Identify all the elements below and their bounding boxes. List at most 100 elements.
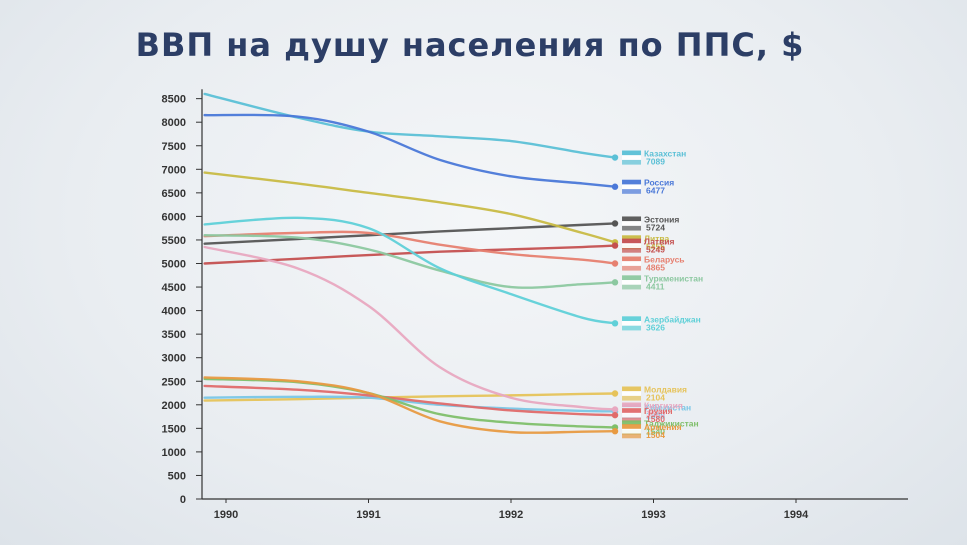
series-label-Армения: Армения	[644, 422, 682, 432]
flag-stripe	[622, 225, 642, 231]
flag-icon	[622, 386, 642, 401]
series-end-point	[611, 183, 619, 190]
series-value-Таджикистан: 1540	[646, 426, 665, 436]
flag-stripe	[622, 433, 642, 439]
y-tick-label: 1000	[162, 447, 186, 459]
series-line-Литва	[203, 171, 617, 244]
series-line-Армения	[203, 376, 617, 434]
flag-stripe	[622, 321, 642, 326]
flag-icon	[622, 238, 642, 253]
flag-stripe	[622, 179, 642, 185]
flag-icon	[622, 275, 642, 290]
series-value-Россия: 6477	[646, 186, 665, 196]
flag-icon	[622, 150, 642, 165]
series-label-Грузия: Грузия	[644, 406, 673, 416]
series-line-Эстония	[203, 222, 617, 245]
series-value-Литва: 5455	[646, 241, 665, 251]
flag-stripe	[622, 412, 642, 418]
series-label-Казахстан: Казахстан	[644, 149, 686, 159]
flag-stripe	[622, 417, 642, 423]
flag-stripe	[622, 184, 642, 190]
flag-stripe	[622, 256, 642, 262]
flag-stripe	[622, 316, 642, 322]
y-tick-label: 500	[168, 470, 186, 482]
flag-icon	[622, 216, 642, 231]
series-value-Узбекистан: 1808	[646, 410, 665, 420]
y-tick-label: 2000	[162, 400, 186, 412]
flag-stripe	[622, 275, 642, 281]
flag-stripe	[622, 159, 642, 165]
y-tick-label: 1500	[162, 423, 186, 435]
series-end-point	[611, 260, 619, 267]
y-tick-label: 2500	[162, 376, 186, 388]
y-tick-label: 4500	[162, 282, 186, 294]
flag-stripe	[622, 280, 642, 285]
series-label-Россия: Россия	[644, 178, 674, 188]
series-end-point	[611, 220, 619, 227]
series-label-Латвия: Латвия	[644, 237, 675, 247]
series-line-Грузия	[203, 384, 617, 417]
flag-stripe	[622, 243, 642, 249]
series-end-point	[611, 427, 619, 435]
flag-stripe	[622, 424, 642, 429]
flag-stripe	[622, 284, 642, 290]
flag-stripe	[622, 189, 642, 194]
series-end-point	[611, 406, 619, 413]
flag-stripe	[622, 395, 642, 401]
flag-icon	[622, 408, 642, 423]
y-tick-label: 0	[180, 494, 186, 506]
x-tick-label: 1992	[499, 509, 523, 521]
series-line-Молдавия	[203, 392, 617, 402]
series-value-Армения: 1504	[646, 430, 665, 440]
series-value-Киргизия: 1625	[646, 409, 665, 419]
flag-icon	[622, 179, 642, 194]
series-label-Таджикистан: Таджикистан	[644, 418, 699, 428]
flag-stripe	[622, 261, 642, 266]
y-tick-label: 6000	[162, 211, 186, 223]
x-tick-label: 1990	[214, 509, 238, 521]
flag-icon	[622, 424, 642, 439]
y-tick-label: 5500	[162, 235, 186, 247]
series-end-point	[611, 242, 619, 249]
chart-title: ВВП на душу населения по ППС, $	[135, 26, 805, 64]
y-tick-label: 7500	[162, 141, 186, 153]
series-line-Киргизия	[203, 245, 617, 411]
series-line-Туркменистан	[203, 234, 617, 289]
x-tick-label: 1991	[356, 509, 380, 521]
series-value-Казахстан: 7089	[646, 157, 665, 167]
y-tick-label: 6500	[162, 188, 186, 200]
series-end-point	[611, 154, 619, 161]
flag-stripe	[622, 265, 642, 271]
series-label-Литва: Литва	[644, 233, 669, 243]
series-line-Беларусь	[203, 230, 617, 265]
flag-stripe	[622, 235, 642, 241]
series-line-Латвия	[203, 244, 617, 265]
series-value-Беларусь: 4865	[646, 263, 665, 273]
series-line-Азербайджан	[203, 216, 617, 325]
y-tick-label: 8000	[162, 117, 186, 129]
y-tick-label: 7000	[162, 164, 186, 176]
y-tick-label: 5000	[162, 259, 186, 271]
flag-stripe	[622, 402, 642, 408]
series-value-Азербайджан: 3626	[646, 322, 665, 332]
flag-stripe	[622, 386, 642, 392]
flag-stripe	[622, 155, 642, 160]
flag-stripe	[622, 391, 642, 396]
series-label-Туркменистан: Туркменистан	[644, 273, 703, 283]
series-value-Молдавия: 2104	[646, 392, 665, 402]
series-end-point	[611, 279, 619, 286]
series-line-Узбекистан	[203, 395, 617, 413]
flag-stripe	[622, 248, 642, 253]
flag-stripe	[622, 420, 642, 426]
y-tick-label: 3500	[162, 329, 186, 341]
x-tick-label: 1993	[641, 509, 665, 521]
series-line-Россия	[203, 113, 617, 188]
y-tick-label: 3000	[162, 353, 186, 365]
flag-stripe	[622, 428, 642, 434]
flag-stripe	[622, 238, 642, 244]
series-end-point	[611, 390, 619, 397]
series-end-point	[611, 320, 619, 327]
y-tick-label: 8500	[162, 94, 186, 106]
series-lines	[203, 92, 617, 434]
flag-icon	[622, 316, 642, 331]
